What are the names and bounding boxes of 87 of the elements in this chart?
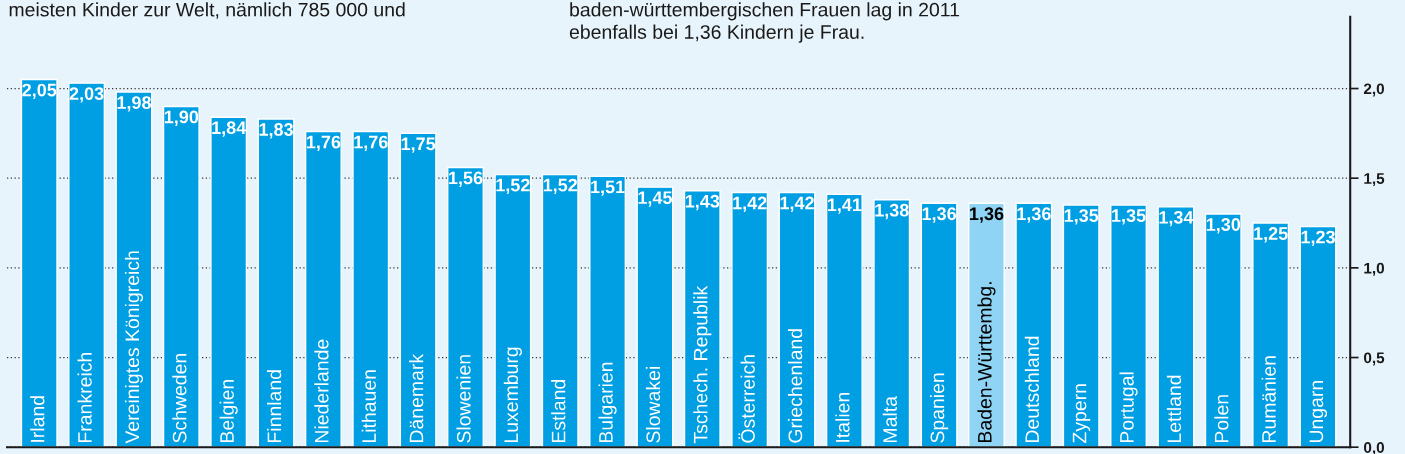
- data-label: 1,83: [259, 123, 293, 139]
- data-label: 1,42: [780, 196, 814, 213]
- bar: [968, 202, 1005, 448]
- x-tick-label: Österreich: [738, 355, 755, 443]
- data-label: 1,43: [685, 194, 720, 211]
- x-tick-label: Polen: [1214, 395, 1229, 443]
- bar: [447, 166, 484, 448]
- data-label: 1,98: [117, 96, 151, 112]
- data-label: 1,35: [1112, 209, 1146, 225]
- bar: [589, 175, 627, 448]
- x-tick-label: Malta: [882, 396, 897, 443]
- data-label: 1,36: [922, 207, 957, 223]
- x-tick-label: Lithauen: [361, 370, 376, 443]
- x-tick-label: Ungarn: [1309, 381, 1328, 443]
- y-tick-label: 0,5: [1364, 352, 1385, 366]
- x-tick-label: Deutschland: [1024, 336, 1040, 443]
- y-tick-label: 2,0: [1363, 83, 1385, 97]
- x-tick-label: Dänemark: [409, 353, 424, 443]
- x-tick-label: Lettland: [1166, 375, 1182, 443]
- bar: [1015, 202, 1053, 448]
- x-tick-label: Spanien: [930, 373, 949, 443]
- bar: [636, 186, 674, 448]
- bar: [873, 199, 911, 448]
- bar: [399, 132, 437, 448]
- data-label: 1,51: [591, 180, 625, 196]
- x-tick-label: Tschech. Republik: [693, 285, 712, 444]
- annotation: baden-württembergischen Frauen lag in 2011 ebenfalls bei 1,36 Kindern je Frau.: [569, 2, 960, 43]
- x-tick-label: Slowakei: [645, 367, 661, 443]
- x-tick-label: Estland: [551, 380, 566, 443]
- x-tick-label: Slowenien: [456, 355, 471, 443]
- bar: [920, 202, 958, 448]
- x-tick-label: Finnland: [266, 370, 282, 443]
- data-label: 1,42: [733, 196, 767, 213]
- bar: [115, 91, 153, 448]
- bar: [683, 190, 721, 448]
- bar: [210, 116, 248, 448]
- data-label: 1,23: [1301, 230, 1335, 247]
- data-label: 1,30: [1206, 218, 1241, 234]
- data-label: 1,90: [164, 110, 199, 126]
- x-tick-label: Luxemburg: [503, 347, 522, 443]
- bar: [20, 78, 58, 448]
- data-label: 1,34: [1159, 210, 1194, 227]
- data-label: 1,45: [638, 191, 672, 207]
- bar: [1299, 225, 1337, 448]
- x-tick-label: Zypern: [1072, 384, 1091, 443]
- data-label: 1,75: [401, 137, 436, 153]
- x-tick-label: Schweden: [172, 354, 187, 443]
- x-tick-label: Rumänien: [1261, 356, 1276, 443]
- annotation: meisten Kinder zur Welt, nämlich 785 000 und: [9, 2, 405, 19]
- bar: [1110, 204, 1148, 448]
- x-tick-label: Portugal: [1119, 372, 1138, 443]
- data-label: 2,03: [69, 87, 104, 103]
- bar: [494, 173, 532, 448]
- bar: [352, 130, 390, 448]
- data-label: 1,36: [970, 207, 1004, 223]
- bar: [731, 191, 769, 448]
- bar: [1157, 206, 1195, 448]
- x-tick-label: Bulgarien: [598, 362, 617, 443]
- data-label: 1,76: [354, 135, 388, 152]
- data-label: 1,38: [875, 203, 909, 220]
- data-label: 1,25: [1254, 227, 1288, 243]
- bar: [1204, 213, 1242, 448]
- x-tick-label: Baden-Württembg.: [977, 282, 996, 443]
- bar: [1252, 222, 1290, 448]
- x-tick-label: Irland: [30, 396, 45, 442]
- y-tick-label: 1,0: [1364, 262, 1385, 276]
- data-label: 1,52: [496, 178, 530, 195]
- x-tick-label: Italien: [835, 392, 850, 442]
- data-label: 1,52: [543, 178, 578, 195]
- x-tick-label: Frankreich: [77, 353, 92, 443]
- bar: [162, 105, 200, 448]
- bar: [778, 191, 816, 448]
- x-tick-label: Griechenland: [787, 329, 803, 443]
- bar: [541, 173, 579, 448]
- data-label: 1,36: [1017, 207, 1051, 223]
- x-tick-label: Belgien: [219, 380, 238, 443]
- x-tick-label: Niederlande: [314, 339, 329, 443]
- bar: [304, 130, 342, 448]
- bar: [257, 118, 295, 448]
- y-tick-label: 1,5: [1364, 173, 1385, 187]
- data-label: 1,76: [306, 135, 341, 152]
- bar: [1062, 204, 1100, 448]
- bar: [68, 82, 106, 448]
- data-label: 1,56: [449, 171, 483, 187]
- data-label: 1,84: [212, 121, 247, 137]
- bar: [825, 193, 863, 448]
- x-tick-label: Vereinigtes Königreich: [124, 251, 144, 444]
